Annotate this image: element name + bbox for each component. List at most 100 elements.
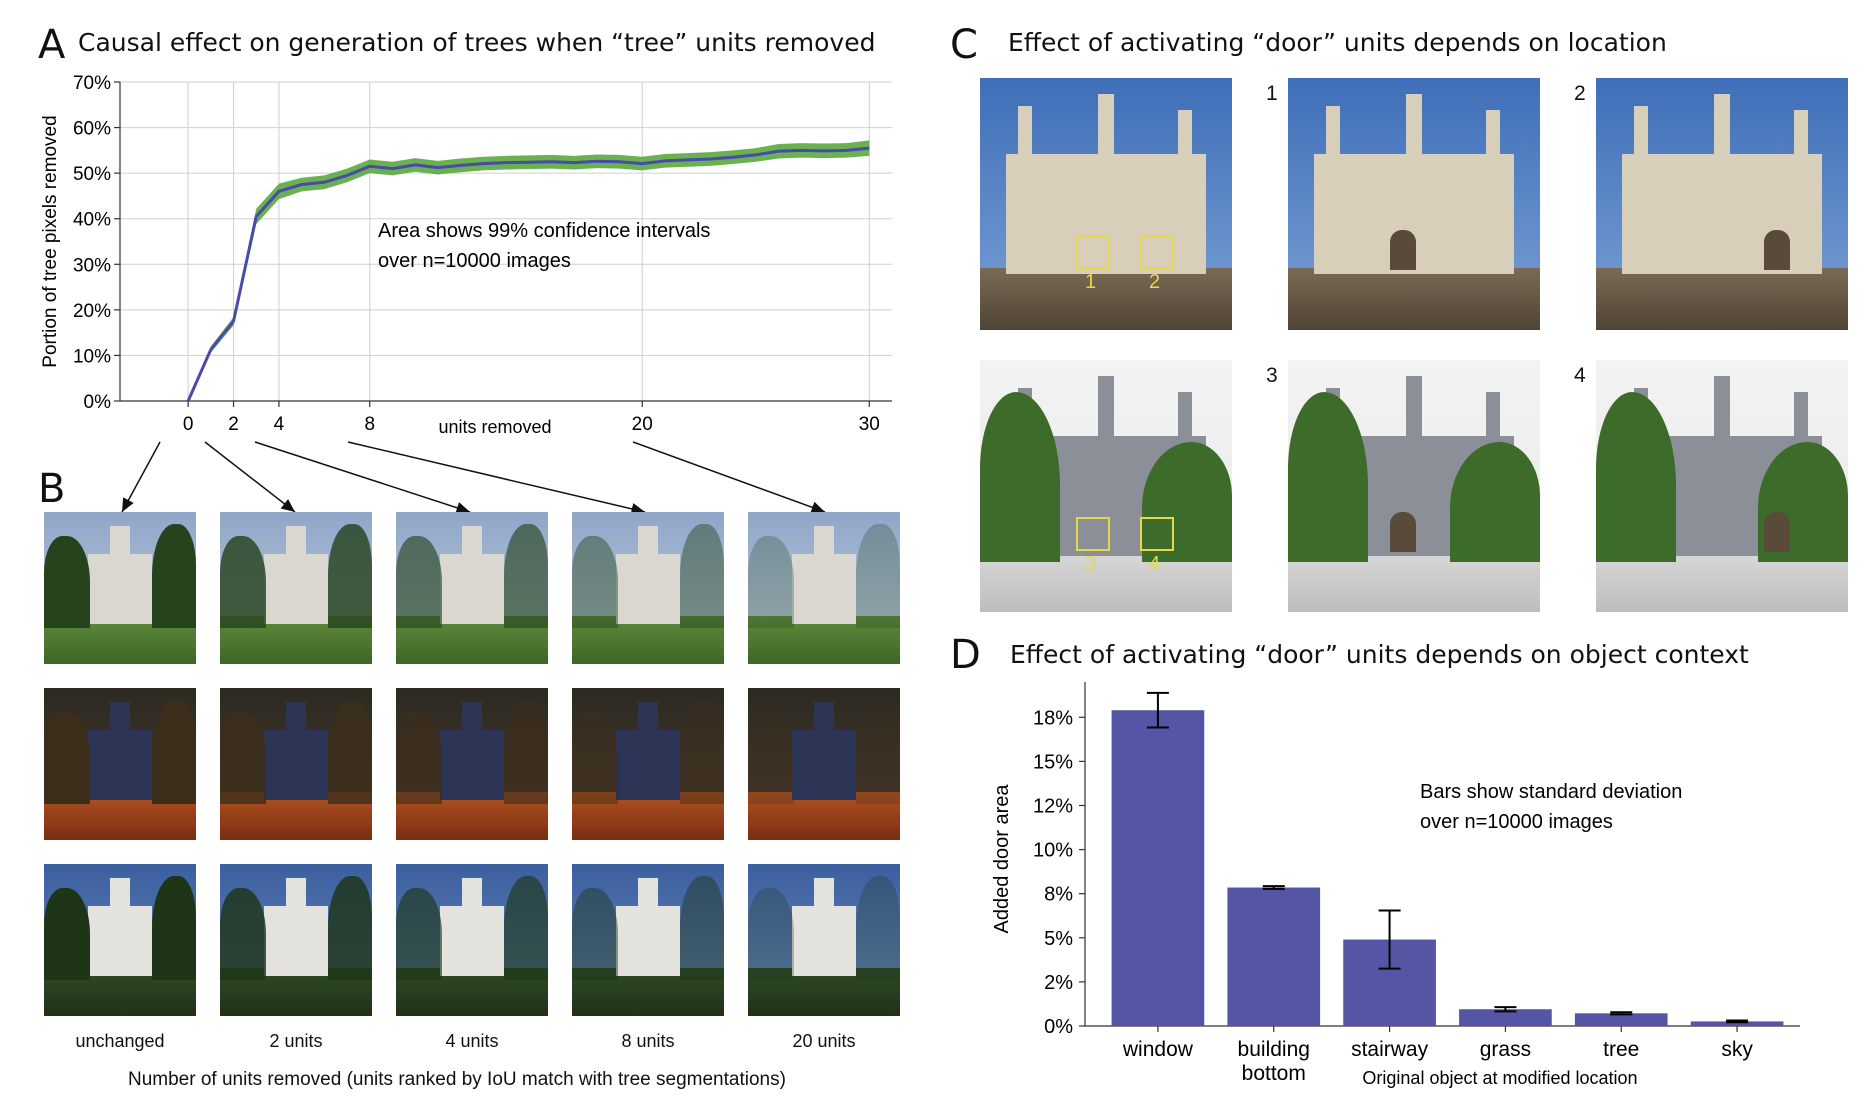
panel-d-category-label: stairway [1351, 1038, 1429, 1061]
panel-a-letter: A [38, 22, 66, 68]
photo-ground [1288, 268, 1540, 330]
photo-spire [1326, 106, 1340, 160]
panel-b-arrow [121, 441, 161, 513]
photo-ground [748, 792, 900, 840]
panel-c-number: 3 [1266, 364, 1278, 387]
panel-c-location-label: 1 [1085, 271, 1097, 293]
photo-tree-left [220, 536, 266, 628]
panel-b-photo [44, 512, 196, 664]
photo-tree-right [1450, 442, 1540, 562]
photo-tower [814, 878, 834, 910]
panel-b-column-label: unchanged [75, 1031, 165, 1051]
panel-c-location-box [1140, 235, 1174, 269]
photo-building [88, 554, 152, 624]
panel-a-annotation: Area shows 99% confidence intervals [378, 220, 710, 242]
photo-building [88, 906, 152, 976]
panel-b-photo [220, 688, 372, 840]
panel-b-photo [748, 688, 900, 840]
panel-d-ytick-label: 10% [1033, 840, 1073, 862]
photo-tree-right [856, 876, 900, 980]
panel-d-category-label: bottom [1242, 1062, 1306, 1085]
panel-c-location-box [1076, 235, 1110, 269]
photo-tree-left [44, 888, 90, 980]
panel-d-annotation: over n=10000 images [1420, 811, 1613, 833]
photo-building [264, 730, 328, 800]
panel-d-ytick-label: 15% [1033, 751, 1073, 773]
panel-b-photo [44, 688, 196, 840]
photo-tree-right [680, 876, 724, 980]
panel-a-xtick-label: 20 [632, 414, 653, 435]
photo-tree-right [856, 700, 900, 804]
photo-building [440, 906, 504, 976]
photo-spire [1794, 392, 1808, 442]
panel-a-mean-line [186, 146, 870, 402]
panel-a-ytick-label: 0% [84, 392, 112, 413]
photo-tower [110, 526, 130, 558]
photo-tree-left [748, 712, 794, 804]
photo-spire [1178, 392, 1192, 442]
photo-ground [572, 968, 724, 1016]
photo-tree-right [680, 524, 724, 628]
panel-c-location-label: 3 [1085, 553, 1097, 575]
photo-tree-right [152, 876, 196, 980]
panel-a-ytick-label: 70% [73, 73, 111, 94]
panel-b-photo [44, 864, 196, 1016]
photo-building [616, 906, 680, 976]
photo-spire [1714, 376, 1730, 442]
photo-tree-right [1142, 442, 1232, 562]
photo-tree-right [504, 524, 548, 628]
photo-added-door [1764, 230, 1790, 270]
panel-a-line-chart: 0% 10% 20% 30% 40% 50% 60% 70% 0 2 4 8 20 30 units rem… [40, 73, 892, 437]
panel-d-ytick-label: 8% [1044, 884, 1073, 906]
panel-d-xlabel: Original object at modified location [1362, 1068, 1637, 1088]
photo-tree-left [44, 536, 90, 628]
photo-ground [748, 968, 900, 1016]
panel-b-arrows [121, 441, 826, 515]
panel-a-xtick-label: 30 [859, 414, 880, 435]
panel-b-column-label: 8 units [621, 1031, 675, 1051]
photo-tree-left [572, 712, 618, 804]
panel-c-number: 4 [1574, 364, 1586, 387]
photo-tower [462, 526, 482, 558]
panel-d-bar [1459, 1009, 1552, 1026]
panel-b-column-label: 2 units [269, 1031, 323, 1051]
photo-spire [1098, 94, 1114, 160]
photo-ground [572, 792, 724, 840]
photo-tree-right [504, 876, 548, 980]
photo-tree-left [220, 712, 266, 804]
panel-d-ytick-label: 5% [1044, 928, 1073, 950]
photo-tree-left [1596, 392, 1676, 562]
photo-spire [1018, 106, 1032, 160]
panel-d-annotation: Bars show standard deviation [1420, 781, 1682, 803]
photo-spire [1486, 392, 1500, 442]
panel-d-category-label: building [1238, 1038, 1310, 1061]
photo-tree-left [220, 888, 266, 980]
panel-d-category-label: tree [1603, 1038, 1639, 1061]
photo-tree-right [152, 700, 196, 804]
photo-tower [814, 526, 834, 558]
panel-b-photo [220, 864, 372, 1016]
photo-spire [1178, 110, 1192, 160]
photo-added-door [1764, 512, 1790, 552]
panel-b-photo [572, 864, 724, 1016]
photo-tower [462, 878, 482, 910]
panel-c-photo [1288, 78, 1540, 330]
photo-building [88, 730, 152, 800]
photo-tree-left [748, 536, 794, 628]
panel-d-bar [1574, 1013, 1668, 1026]
panel-c-location-label: 2 [1149, 271, 1161, 293]
panel-d-ytick-label: 12% [1033, 795, 1073, 817]
photo-building [440, 554, 504, 624]
photo-tree-left [572, 536, 618, 628]
panel-b-xlabel: Number of units removed (units ranked by… [128, 1069, 786, 1090]
panel-b-arrow [347, 441, 646, 515]
panel-b-photo [748, 864, 900, 1016]
panel-b-photo [220, 512, 372, 664]
panel-d-category-label: grass [1480, 1038, 1531, 1061]
photo-spire [1486, 110, 1500, 160]
panel-c-letter: C [950, 22, 978, 68]
photo-tower [814, 702, 834, 734]
photo-tower [110, 702, 130, 734]
photo-tower [638, 878, 658, 910]
photo-tree-left [396, 712, 442, 804]
